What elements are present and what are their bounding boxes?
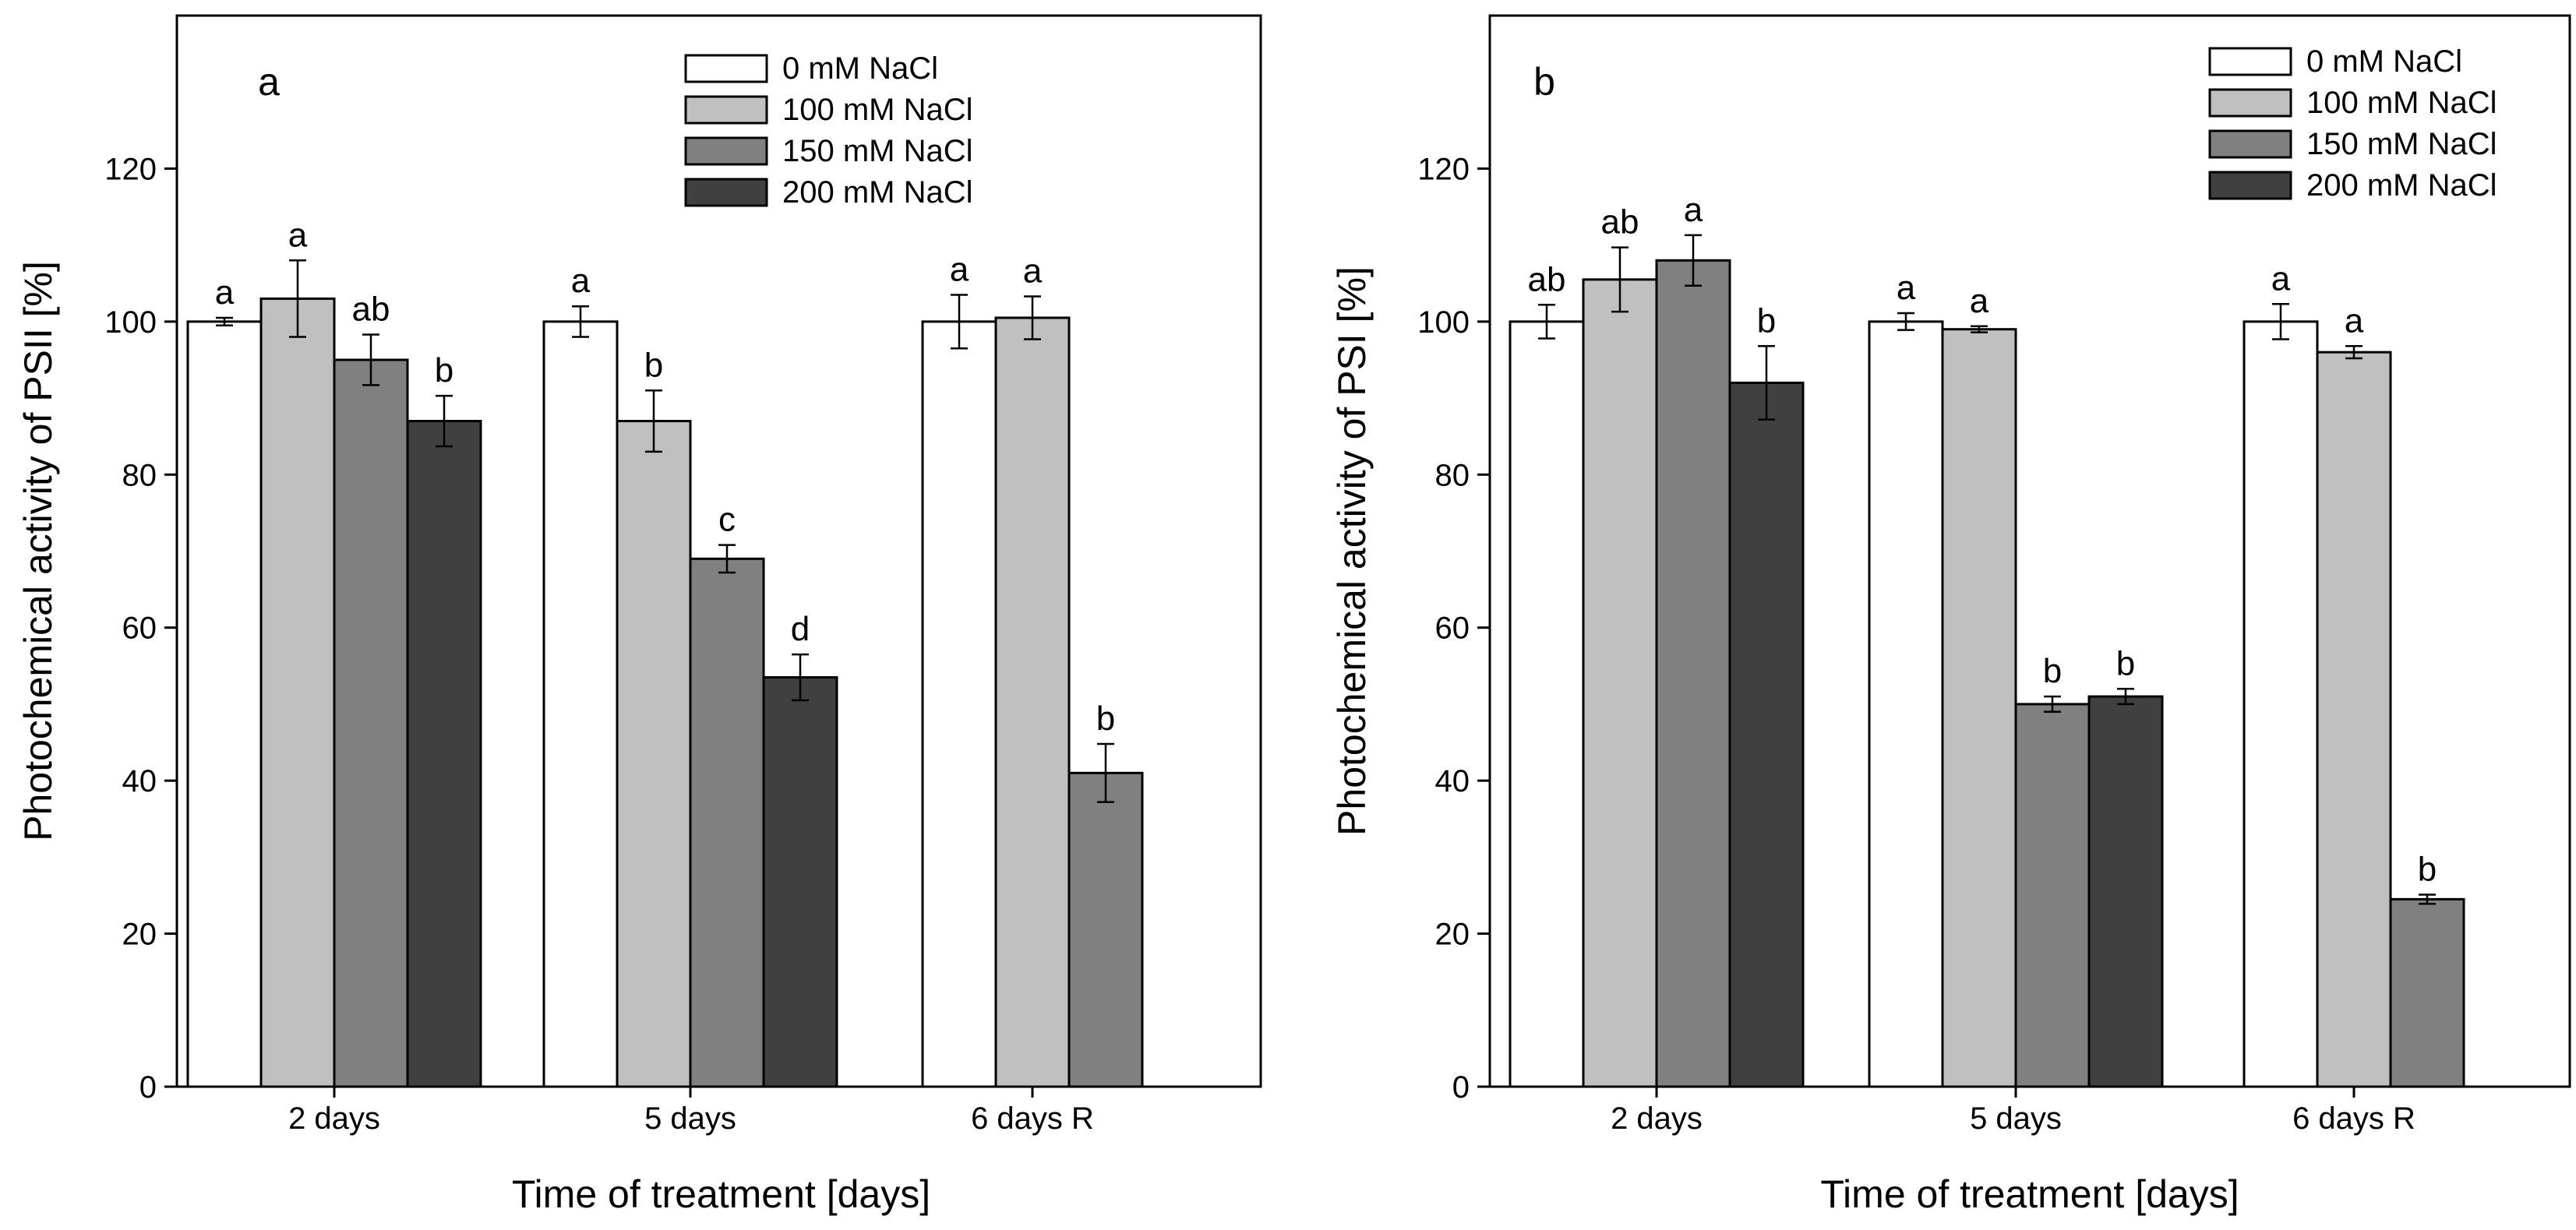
significance-letter: b bbox=[435, 351, 453, 389]
bar bbox=[1655, 259, 1731, 1088]
bar bbox=[616, 420, 692, 1088]
y-tick-label: 120 bbox=[1417, 152, 1470, 186]
bar bbox=[1941, 328, 2017, 1088]
x-axis-title: Time of treatment [days] bbox=[512, 1172, 930, 1216]
x-tick-label: 5 days bbox=[644, 1101, 736, 1136]
significance-letter: a bbox=[1684, 191, 1703, 229]
x-tick-label: 5 days bbox=[1970, 1101, 2062, 1136]
y-tick-label: 40 bbox=[1435, 764, 1470, 798]
bar bbox=[689, 557, 765, 1088]
significance-letter: d bbox=[791, 610, 810, 648]
bar bbox=[186, 320, 263, 1088]
y-tick-label: 0 bbox=[139, 1070, 157, 1105]
significance-letter: a bbox=[288, 216, 308, 254]
significance-letter: b bbox=[1096, 700, 1115, 738]
significance-letter: b bbox=[2043, 652, 2062, 690]
bar bbox=[762, 676, 838, 1088]
bar bbox=[2243, 320, 2319, 1088]
y-tick-label: 100 bbox=[104, 305, 157, 340]
panel-label: a bbox=[258, 60, 280, 104]
bar bbox=[2389, 897, 2465, 1088]
legend-label: 100 mM NaCl bbox=[2306, 86, 2497, 120]
legend-label: 150 mM NaCl bbox=[782, 134, 973, 168]
bar bbox=[2014, 703, 2091, 1088]
y-axis-title: Photochemical activity of PSII [%] bbox=[16, 261, 60, 841]
legend-label: 200 mM NaCl bbox=[782, 175, 973, 210]
bar bbox=[333, 358, 409, 1088]
legend-swatch bbox=[684, 136, 768, 166]
bar bbox=[2316, 351, 2392, 1088]
legend-swatch bbox=[684, 178, 768, 207]
bar bbox=[259, 297, 336, 1088]
significance-letter: ab bbox=[1601, 203, 1639, 241]
y-tick-label: 40 bbox=[122, 764, 157, 798]
bar bbox=[994, 316, 1071, 1088]
bar bbox=[1728, 381, 1805, 1088]
y-tick-label: 0 bbox=[1452, 1070, 1470, 1105]
significance-letter: ab bbox=[352, 291, 390, 329]
y-tick-label: 60 bbox=[1435, 611, 1470, 646]
bar bbox=[1582, 278, 1658, 1088]
significance-letter: b bbox=[2418, 850, 2437, 888]
significance-letter: a bbox=[950, 250, 969, 288]
significance-letter: a bbox=[2345, 301, 2364, 340]
y-tick-label: 100 bbox=[1417, 305, 1470, 340]
y-tick-label: 80 bbox=[122, 458, 157, 492]
panel-label: b bbox=[1533, 60, 1555, 104]
bar bbox=[542, 320, 619, 1088]
bar bbox=[921, 320, 997, 1088]
x-tick-label: 2 days bbox=[1611, 1101, 1703, 1136]
bar bbox=[2087, 695, 2164, 1088]
y-tick-label: 80 bbox=[1435, 458, 1470, 492]
legend-swatch bbox=[2208, 129, 2292, 159]
legend-swatch bbox=[2208, 88, 2292, 118]
y-tick-label: 20 bbox=[1435, 918, 1470, 952]
y-tick-label: 60 bbox=[122, 611, 157, 646]
legend-label: 150 mM NaCl bbox=[2306, 127, 2497, 161]
legend-label: 200 mM NaCl bbox=[2306, 168, 2497, 203]
legend-swatch bbox=[2208, 47, 2292, 76]
significance-letter: c bbox=[718, 501, 736, 539]
significance-letter: a bbox=[2271, 259, 2291, 298]
significance-letter: a bbox=[571, 262, 591, 300]
bar bbox=[1509, 320, 1585, 1088]
x-tick-label: 6 days R bbox=[971, 1101, 1094, 1136]
legend-swatch bbox=[2208, 171, 2292, 200]
legend-label: 0 mM NaCl bbox=[782, 51, 938, 86]
bar bbox=[1868, 320, 1944, 1088]
y-axis-title: Photochemical activity of PSI [%] bbox=[1330, 266, 1374, 836]
significance-letter: a bbox=[1970, 282, 1989, 320]
legend-swatch bbox=[684, 54, 768, 83]
bar bbox=[1067, 771, 1144, 1088]
y-tick-label: 20 bbox=[122, 918, 157, 952]
legend-swatch bbox=[684, 95, 768, 125]
significance-letter: b bbox=[2116, 644, 2135, 682]
legend-label: 100 mM NaCl bbox=[782, 93, 973, 127]
significance-letter: ab bbox=[1528, 260, 1566, 298]
bar bbox=[406, 420, 482, 1088]
legend-label: 0 mM NaCl bbox=[2306, 44, 2462, 79]
significance-letter: a bbox=[215, 273, 235, 312]
x-tick-label: 6 days R bbox=[2292, 1101, 2415, 1136]
significance-letter: a bbox=[1023, 252, 1043, 290]
y-tick-label: 120 bbox=[104, 152, 157, 186]
significance-letter: b bbox=[1757, 301, 1776, 340]
significance-letter: b bbox=[644, 346, 663, 384]
x-tick-label: 2 days bbox=[288, 1101, 380, 1136]
significance-letter: a bbox=[1897, 269, 1916, 307]
x-axis-title: Time of treatment [days] bbox=[1820, 1172, 2239, 1216]
